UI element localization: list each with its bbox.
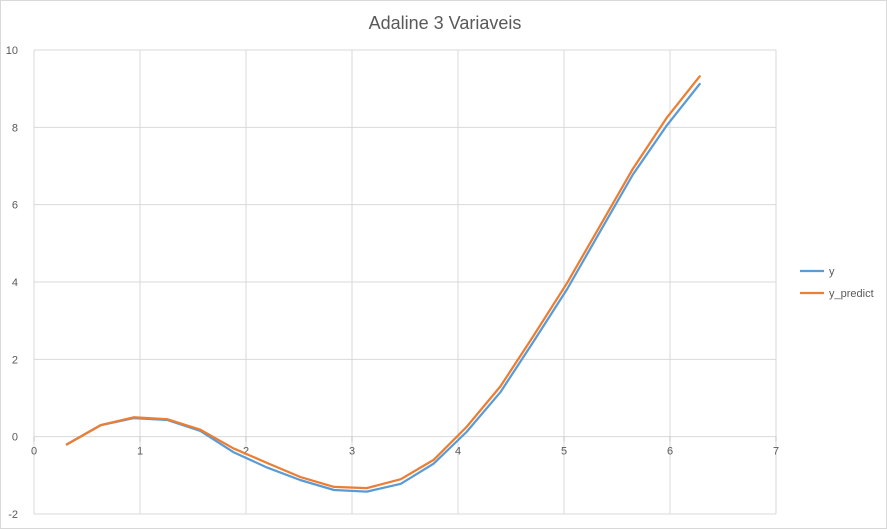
series-lines <box>65 75 701 493</box>
x-tick-label: 4 <box>455 446 461 458</box>
y-tick-label: 6 <box>12 200 18 212</box>
x-tick-label: 0 <box>31 446 37 458</box>
y-tick-label: 2 <box>12 354 18 366</box>
legend-label-y: y <box>829 266 835 278</box>
y-tick-label: -2 <box>8 509 18 521</box>
legend-label-y-predict: y_predict <box>829 288 874 300</box>
tick-labels: -2 0 2 4 6 8 10 0 1 2 3 4 5 6 7 <box>6 45 779 521</box>
legend: y y_predict <box>800 266 874 300</box>
chart-title: Adaline 3 Variaveis <box>369 13 522 33</box>
y-tick-label: 4 <box>12 277 18 289</box>
y-tick-label: 8 <box>12 122 18 134</box>
x-tick-label: 2 <box>243 446 249 458</box>
x-tick-label: 5 <box>561 446 567 458</box>
x-tick-label: 7 <box>773 446 779 458</box>
x-tick-label: 6 <box>667 446 673 458</box>
gridlines <box>33 49 777 515</box>
y-tick-label: 0 <box>12 432 18 444</box>
x-tick-label: 3 <box>349 446 355 458</box>
series-line-y-predict <box>65 75 701 490</box>
y-tick-label: 10 <box>6 45 18 57</box>
x-tick-label: 1 <box>137 446 143 458</box>
series-line-y <box>65 82 701 493</box>
